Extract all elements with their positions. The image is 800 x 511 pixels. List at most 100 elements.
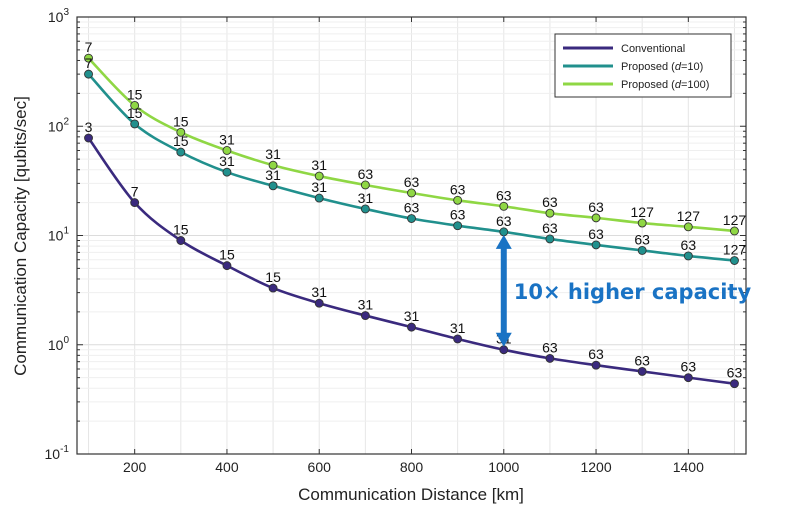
data-point	[499, 201, 509, 211]
point-label: 31	[358, 190, 374, 206]
point-label: 7	[85, 55, 93, 71]
data-point	[314, 193, 324, 203]
data-point	[130, 101, 140, 110]
y-axis-label: Communication Capacity [qubits/sec]	[11, 96, 30, 376]
x-tick-label: 1200	[580, 459, 611, 475]
y-tick-label: 103	[48, 7, 70, 25]
data-point	[222, 261, 232, 271]
legend: Conventional Proposed (d=10) Proposed (d=1…	[554, 33, 732, 98]
data-point	[453, 221, 463, 231]
point-label: 3	[85, 119, 93, 135]
point-label: 31	[450, 320, 466, 336]
axis-ticks: 200 400 600 800 1000 1200 1400 10-1 100 101 102 103	[45, 7, 746, 475]
point-label: 31	[404, 308, 420, 324]
point-label: 63	[450, 181, 466, 197]
data-point	[453, 334, 463, 344]
y-tick-label: 100	[48, 335, 70, 353]
y-tick-label: 10-1	[45, 444, 70, 462]
data-point	[130, 198, 140, 208]
data-point	[730, 379, 739, 389]
x-tick-label: 1400	[673, 459, 704, 475]
x-tick-label: 1000	[488, 459, 519, 475]
legend-label: Proposed (d=10)	[621, 61, 703, 73]
data-point	[407, 322, 416, 332]
data-point	[545, 208, 555, 218]
data-point	[84, 133, 93, 143]
data-point	[268, 181, 278, 191]
point-label: 63	[542, 339, 558, 355]
x-tick-label: 400	[215, 459, 239, 475]
point-label: 63	[727, 365, 743, 381]
data-point	[222, 167, 232, 177]
data-point	[130, 119, 140, 129]
point-label: 63	[634, 352, 650, 368]
point-label: 63	[404, 200, 420, 216]
point-label: 15	[127, 105, 143, 121]
point-label: 127	[631, 204, 655, 220]
data-point	[545, 234, 555, 244]
point-label: 127	[723, 242, 747, 258]
data-point	[84, 69, 93, 79]
point-label: 31	[358, 297, 374, 313]
data-point	[176, 127, 186, 137]
point-label: 63	[542, 194, 558, 210]
point-label: 63	[496, 213, 512, 229]
data-point	[176, 236, 186, 245]
x-tick-label: 200	[123, 459, 147, 475]
point-label: 63	[358, 166, 374, 182]
data-point	[637, 366, 647, 376]
point-label: 31	[219, 131, 235, 147]
x-tick-label: 600	[308, 459, 332, 475]
point-label: 63	[588, 226, 604, 242]
point-label: 7	[85, 39, 93, 55]
point-label: 63	[496, 187, 512, 203]
legend-label: Proposed (d=100)	[621, 79, 709, 91]
point-label: 15	[173, 113, 189, 129]
point-label: 31	[265, 167, 281, 183]
point-label: 127	[723, 212, 747, 228]
annotation-arrow-head-down	[495, 332, 512, 347]
x-axis-label: Communication Distance [km]	[298, 485, 524, 504]
y-tick-label: 101	[48, 226, 70, 244]
point-label: 31	[219, 153, 235, 169]
point-label: 63	[404, 174, 420, 190]
data-point	[176, 147, 186, 157]
data-point	[222, 146, 232, 155]
data-point	[314, 298, 324, 308]
point-label: 127	[677, 208, 701, 224]
point-label: 63	[634, 231, 650, 247]
data-point	[453, 195, 463, 205]
data-point	[407, 214, 416, 223]
y-tick-label: 102	[48, 116, 70, 134]
point-label: 63	[681, 359, 697, 375]
data-point	[360, 311, 370, 321]
data-point	[314, 171, 324, 181]
data-point	[84, 53, 93, 63]
point-label: 7	[131, 184, 139, 200]
data-point	[360, 180, 370, 190]
point-label: 63	[588, 346, 604, 362]
point-label: 15	[173, 133, 189, 149]
x-tick-label: 800	[400, 459, 424, 475]
point-label: 15	[173, 221, 189, 237]
legend-label: Conventional	[621, 43, 685, 55]
point-label: 31	[265, 146, 281, 162]
data-point	[591, 240, 601, 250]
annotation-text: 10× higher capacity	[514, 280, 752, 304]
annotation-arrow-head-up	[495, 234, 512, 249]
data-point	[360, 204, 370, 214]
data-point	[683, 251, 693, 261]
data-point	[591, 213, 601, 223]
point-label: 31	[311, 284, 327, 300]
point-label: 15	[127, 86, 143, 102]
point-label: 63	[542, 220, 558, 236]
data-point	[545, 353, 555, 363]
data-point	[499, 345, 509, 355]
point-label: 31	[311, 179, 327, 195]
data-point	[730, 226, 739, 236]
data-point	[268, 283, 278, 293]
data-point	[268, 160, 278, 170]
point-labels: 3 7 15 15 15 31 31 31 31 31 63 63 63 63 63 7 15 15 31 31 31 3…	[85, 39, 747, 381]
point-label: 31	[311, 157, 327, 173]
